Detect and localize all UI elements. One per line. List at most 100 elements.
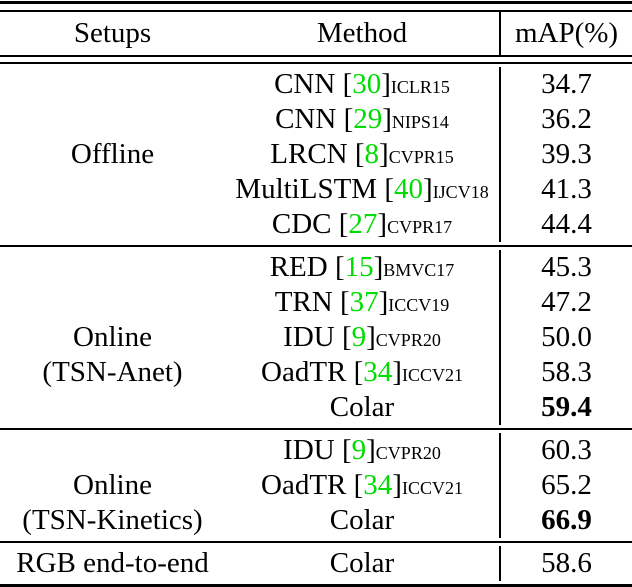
citation-link[interactable]: 27 (348, 208, 378, 240)
map-value: 45.3 (541, 251, 592, 283)
value-column: 34.7 36.2 39.3 41.3 44.4 (499, 67, 632, 242)
section-rule-3 (0, 541, 632, 543)
citation-link[interactable]: 9 (351, 321, 367, 353)
venue-label: CVPR20 (375, 330, 441, 350)
setup-cell: Online (TSN-Kinetics) (0, 450, 225, 555)
method-name: Colar (329, 391, 395, 423)
setup-label: Online (73, 320, 152, 353)
cite-open-bracket: [ (384, 173, 395, 205)
table-row-method: CNN [30]ICLR15 (225, 67, 499, 102)
setup-label: RGB end-to-end (16, 547, 209, 579)
map-value: 36.2 (541, 103, 592, 135)
cite-open-bracket: [ (343, 103, 354, 135)
table-row-method: Colar (225, 390, 499, 425)
cite-close-bracket: ] (366, 321, 376, 353)
value-column: 45.3 47.2 50.0 58.3 59.4 (499, 250, 632, 425)
venue-label: ICLR15 (390, 77, 450, 97)
table-row-method: CDC [27]CVPR17 (225, 207, 499, 242)
method-column: IDU [9]CVPR20 OadTR [34]ICCV21 Colar (225, 433, 499, 538)
method-name: CDC (271, 208, 339, 240)
map-value: 44.4 (541, 208, 592, 240)
method-name: CNN (275, 103, 344, 135)
value-column: 60.3 65.2 66.9 (499, 433, 632, 538)
venue-label: ICCV21 (401, 478, 463, 498)
header-rule-light-2 (0, 62, 632, 64)
header-setups: Setups (73, 17, 152, 49)
venue-label: CVPR17 (387, 217, 453, 237)
cite-close-bracket: ] (382, 103, 392, 135)
value-column: 58.6 (499, 546, 632, 581)
citation-link[interactable]: 34 (363, 469, 393, 501)
map-value: 58.3 (541, 356, 592, 388)
citation-link[interactable]: 15 (344, 251, 374, 283)
header-rule-light-1 (0, 55, 632, 57)
setup-cell: Offline (0, 67, 225, 242)
venue-label: ICCV19 (388, 295, 450, 315)
table-row-method: IDU [9]CVPR20 (225, 433, 499, 468)
cite-close-bracket: ] (423, 173, 433, 205)
table-rule-top-heavy (0, 1, 632, 4)
table-row-method: Colar (225, 503, 499, 538)
cite-open-bracket: [ (353, 356, 364, 388)
table-row-method: IDU [9]CVPR20 (225, 320, 499, 355)
venue-label: CVPR15 (388, 147, 454, 167)
section-online-tsn-kinetics: Online (TSN-Kinetics) IDU [9]CVPR20 OadT… (0, 430, 632, 541)
cite-open-bracket: [ (354, 138, 365, 170)
table-row-method: Colar (225, 546, 499, 581)
method-name: OadTR (261, 356, 354, 388)
method-name: IDU (283, 321, 342, 353)
setup-cell: Online (TSN-Anet) (0, 267, 225, 442)
citation-link[interactable]: 37 (349, 286, 379, 318)
method-column: CNN [30]ICLR15 CNN [29]NIPS14 LRCN [8]CV… (225, 67, 499, 242)
method-name: CNN (274, 68, 343, 100)
table-row-method: LRCN [8]CVPR15 (225, 137, 499, 172)
cite-close-bracket: ] (377, 208, 388, 240)
table-row-method: OadTR [34]ICCV21 (225, 468, 499, 503)
section-offline: Offline CNN [30]ICLR15 CNN [29]NIPS14 LR… (0, 64, 632, 245)
method-name: Colar (329, 504, 395, 536)
method-column: RED [15]BMVC17 TRN [37]ICCV19 IDU [9]CVP… (225, 250, 499, 425)
cite-open-bracket: [ (342, 68, 353, 100)
table-header-row: Setups Method mAP(%) (0, 12, 632, 55)
citation-link[interactable]: 40 (394, 173, 424, 205)
section-rgb-end-to-end: RGB end-to-end Colar 58.6 (0, 543, 632, 584)
citation-link[interactable]: 8 (364, 138, 380, 170)
method-name: Colar (329, 547, 395, 579)
setup-label-sub: (TSN-Kinetics) (22, 503, 203, 536)
cite-close-bracket: ] (392, 356, 402, 388)
setup-label-sub: (TSN-Anet) (42, 355, 183, 388)
cite-close-bracket: ] (373, 251, 384, 283)
table-row-method: TRN [37]ICCV19 (225, 285, 499, 320)
venue-label: IJCV18 (432, 182, 489, 202)
citation-link[interactable]: 30 (352, 68, 382, 100)
method-name: OadTR (261, 469, 354, 501)
table-row-method: CNN [29]NIPS14 (225, 102, 499, 137)
citation-link[interactable]: 29 (353, 103, 383, 135)
section-online-tsn-anet: Online (TSN-Anet) RED [15]BMVC17 TRN [37… (0, 247, 632, 428)
cite-close-bracket: ] (392, 469, 402, 501)
section-rule-1 (0, 245, 632, 247)
map-value: 58.6 (541, 547, 592, 579)
citation-link[interactable]: 9 (351, 434, 367, 466)
cite-close-bracket: ] (379, 138, 389, 170)
method-name: LRCN (270, 138, 355, 170)
map-value: 41.3 (541, 173, 592, 205)
cite-open-bracket: [ (341, 321, 352, 353)
map-value: 66.9 (541, 504, 592, 536)
method-name: RED (269, 251, 335, 283)
setup-label: Offline (70, 138, 155, 170)
setup-cell: RGB end-to-end (0, 546, 225, 581)
method-name: MultiLSTM (235, 173, 385, 205)
map-value: 60.3 (541, 434, 592, 466)
cite-open-bracket: [ (338, 208, 349, 240)
setup-label: Online (73, 468, 152, 501)
table-row-method: OadTR [34]ICCV21 (225, 355, 499, 390)
cite-open-bracket: [ (334, 251, 345, 283)
cite-close-bracket: ] (378, 286, 389, 318)
map-value: 59.4 (541, 391, 592, 423)
cite-open-bracket: [ (353, 469, 364, 501)
citation-link[interactable]: 34 (363, 356, 393, 388)
map-value: 47.2 (541, 286, 592, 318)
table-row-method: MultiLSTM [40]IJCV18 (225, 172, 499, 207)
